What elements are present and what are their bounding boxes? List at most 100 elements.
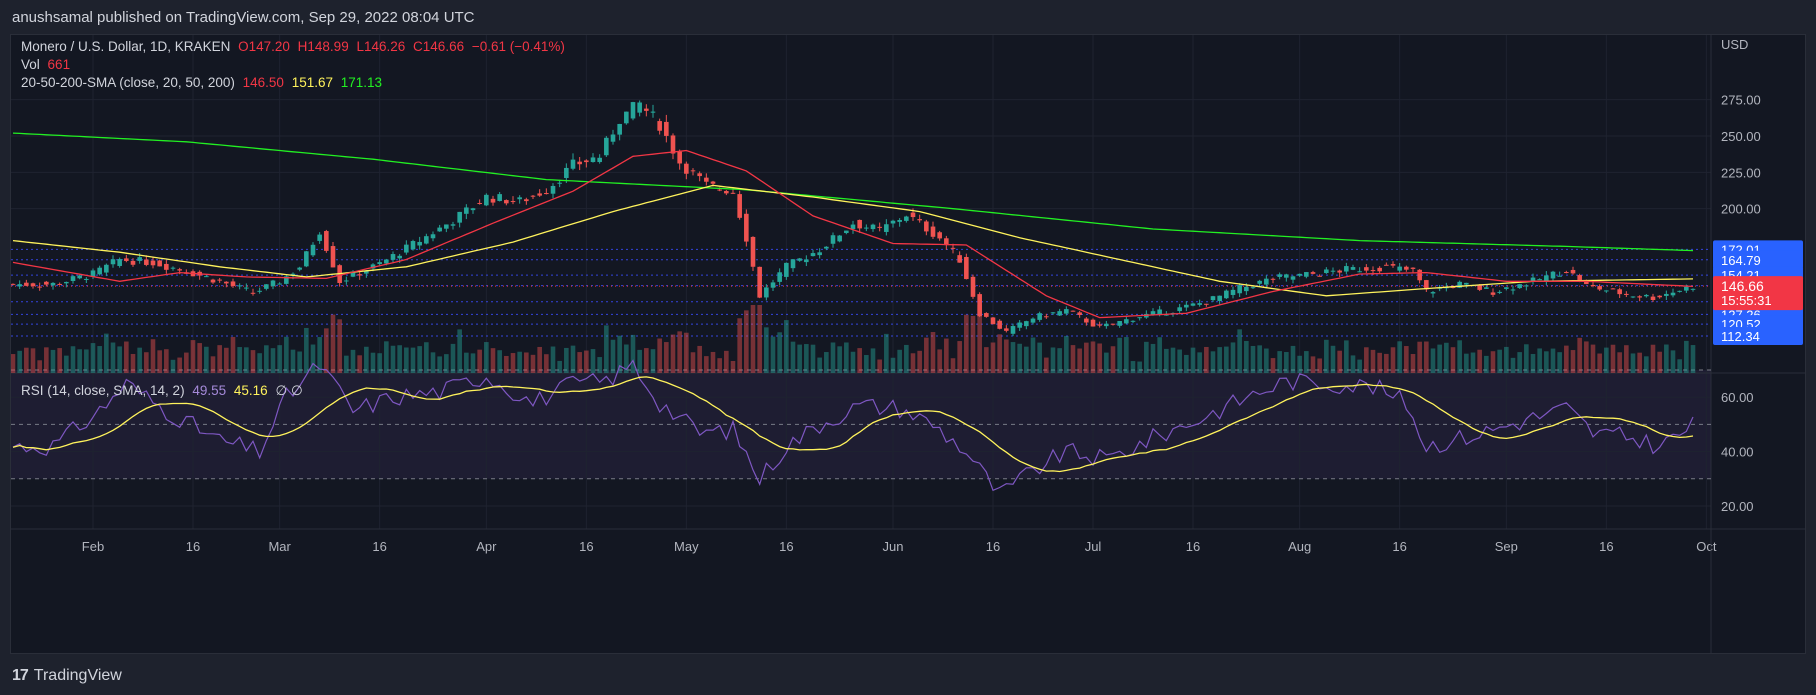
volume-bar	[184, 352, 189, 373]
candle-body	[970, 276, 976, 297]
volume-bar	[784, 320, 789, 373]
candle-body	[30, 283, 36, 287]
volume-bar	[937, 349, 942, 373]
candle-body	[284, 276, 289, 284]
candle-body	[364, 270, 369, 274]
chart-area[interactable]: Feb 16 Mar 16 Apr 16 May 16 Jun 16 Jul 16 Aug 16 Sep 16…	[10, 34, 1806, 654]
candle-body	[510, 201, 516, 203]
candle-body	[1537, 279, 1542, 281]
candle-body	[330, 246, 336, 268]
volume-bar	[544, 354, 549, 373]
candle-body	[937, 232, 942, 239]
volume-bar	[530, 354, 536, 373]
candle-body	[744, 213, 749, 242]
volume-bar	[1577, 337, 1582, 373]
volume-bar	[310, 344, 316, 373]
volume-bar	[1184, 354, 1189, 373]
candle-body	[844, 230, 849, 234]
volume-bar	[1457, 340, 1462, 373]
candle-body	[864, 227, 869, 229]
volume-bar	[417, 346, 422, 373]
volume-bar	[430, 352, 436, 373]
volume-bar	[590, 349, 596, 373]
volume-bar	[77, 349, 82, 373]
candle-body	[1244, 286, 1249, 292]
volume-bar	[884, 333, 889, 373]
candle-body	[910, 212, 916, 218]
volume-bar	[1384, 353, 1389, 373]
volume-bar	[584, 350, 589, 373]
volume-bar	[1304, 351, 1309, 373]
candle-body	[997, 320, 1002, 329]
volume-bar	[1084, 342, 1089, 373]
volume-bar	[1684, 340, 1689, 373]
volume-bar	[1464, 353, 1469, 373]
candle-body	[1604, 290, 1609, 292]
candle-body	[964, 257, 969, 280]
volume-bar	[624, 344, 629, 373]
volume-bar	[217, 345, 222, 373]
volume-bar	[90, 343, 96, 373]
volume-bar	[1144, 341, 1149, 373]
candle-body	[830, 235, 836, 244]
candle-body	[730, 192, 736, 194]
rsi-sma-value: 45.16	[233, 383, 268, 398]
candle-body	[1617, 289, 1622, 295]
candle-body	[537, 193, 542, 196]
sma20-line	[12, 149, 1694, 319]
candle-body	[604, 137, 609, 156]
candle-body	[137, 257, 142, 261]
volume-bar	[1417, 341, 1422, 373]
candle-body	[857, 219, 862, 229]
candle-body	[1230, 289, 1236, 295]
volume-label: Vol	[21, 57, 40, 72]
x-tick-label: 16	[1599, 539, 1613, 554]
candle-body	[224, 281, 229, 284]
volume-bar	[977, 305, 982, 373]
volume-bar	[810, 344, 816, 373]
candle-body	[990, 317, 996, 325]
volume-bar	[350, 349, 356, 373]
volume-bar	[1150, 343, 1156, 373]
candle-body	[590, 157, 596, 163]
tradingview-logo[interactable]: 17 TradingView	[12, 667, 122, 685]
candle-body	[217, 279, 222, 281]
volume-bar	[1004, 339, 1009, 373]
candle-body	[684, 163, 689, 174]
volume-bar	[1164, 348, 1169, 373]
candle-body	[244, 287, 249, 289]
volume-bar	[1104, 352, 1109, 373]
volume-bar	[1450, 347, 1456, 373]
volume-bar	[30, 348, 36, 373]
volume-bar	[64, 355, 69, 373]
candle-body	[477, 202, 482, 204]
volume-bar	[1244, 340, 1249, 373]
volume-bar	[1070, 345, 1076, 373]
volume-bar	[804, 344, 809, 373]
candle-body	[297, 267, 302, 270]
volume-bar	[524, 352, 529, 373]
candle-body	[130, 260, 136, 265]
candle-body	[804, 259, 809, 263]
candle-body	[264, 284, 269, 289]
candle-body	[1670, 292, 1676, 296]
volume-bar	[737, 318, 742, 373]
candle-body	[250, 292, 256, 294]
candle-body	[164, 263, 169, 270]
volume-bar	[330, 314, 336, 373]
candle-body	[1330, 270, 1336, 272]
candle-body	[1577, 275, 1582, 282]
volume-bar	[1310, 356, 1316, 373]
candle-body	[1344, 266, 1349, 272]
volume-bar	[470, 353, 476, 373]
volume-bar	[177, 357, 182, 373]
volume-bar	[1130, 361, 1136, 373]
candle-body	[1377, 267, 1382, 272]
x-tick-label: Sep	[1495, 539, 1518, 554]
candle-body	[550, 185, 556, 194]
chart-canvas[interactable]: Feb 16 Mar 16 Apr 16 May 16 Jun 16 Jul 16 Aug 16 Sep 16…	[11, 35, 1806, 654]
volume-bar	[197, 343, 202, 373]
volume-bar	[464, 352, 469, 373]
volume-bar	[50, 349, 56, 373]
candle-body	[1564, 272, 1569, 274]
